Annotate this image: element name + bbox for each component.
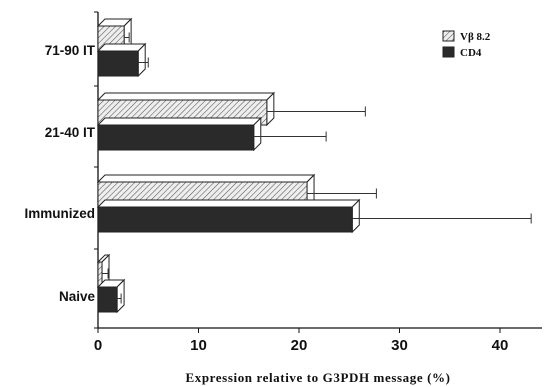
- category-label: 71-90 IT: [45, 43, 96, 58]
- bar-front-face: [97, 124, 255, 151]
- legend: Vβ 8.2 CD4: [442, 30, 491, 59]
- bar-top-face: [96, 199, 361, 208]
- bar-cd4: [96, 42, 147, 78]
- category-label: 21-40 IT: [45, 125, 96, 140]
- bar-front-face: [97, 206, 353, 233]
- legend-label: Vβ 8.2: [460, 31, 491, 43]
- axes: [94, 11, 542, 329]
- bars-group: [96, 17, 361, 314]
- bar-front-face: [97, 50, 139, 77]
- bar-cd4: [96, 198, 361, 234]
- bar-cd4: [96, 116, 262, 152]
- bar-top-face: [96, 117, 262, 126]
- x-tick-label: 40: [492, 337, 509, 354]
- bar-top-face: [96, 43, 147, 52]
- legend-swatch: [442, 30, 455, 42]
- category-label: Immunized: [24, 206, 95, 221]
- x-tick-label: 20: [291, 337, 308, 354]
- category-labels: 71-90 IT 21-40 IT Immunized Naive: [24, 43, 95, 304]
- bar-top-face: [96, 92, 276, 101]
- error-bars-group: [102, 32, 532, 304]
- x-axis-title: Expression relative to G3PDH message (%): [185, 370, 450, 385]
- category-label: Naive: [59, 289, 96, 304]
- x-tick-label: 0: [94, 337, 102, 354]
- bar-cd4: [96, 278, 126, 314]
- x-tick-label: 10: [190, 337, 207, 354]
- x-tick-labels: 0 10 20 30 40: [94, 328, 509, 354]
- bar-top-face: [96, 174, 316, 183]
- x-tick-label: 30: [391, 337, 408, 354]
- bar-vbeta: [96, 253, 111, 289]
- legend-swatch: [442, 46, 455, 58]
- legend-label: CD4: [460, 47, 482, 59]
- bar-front-face: [97, 286, 118, 313]
